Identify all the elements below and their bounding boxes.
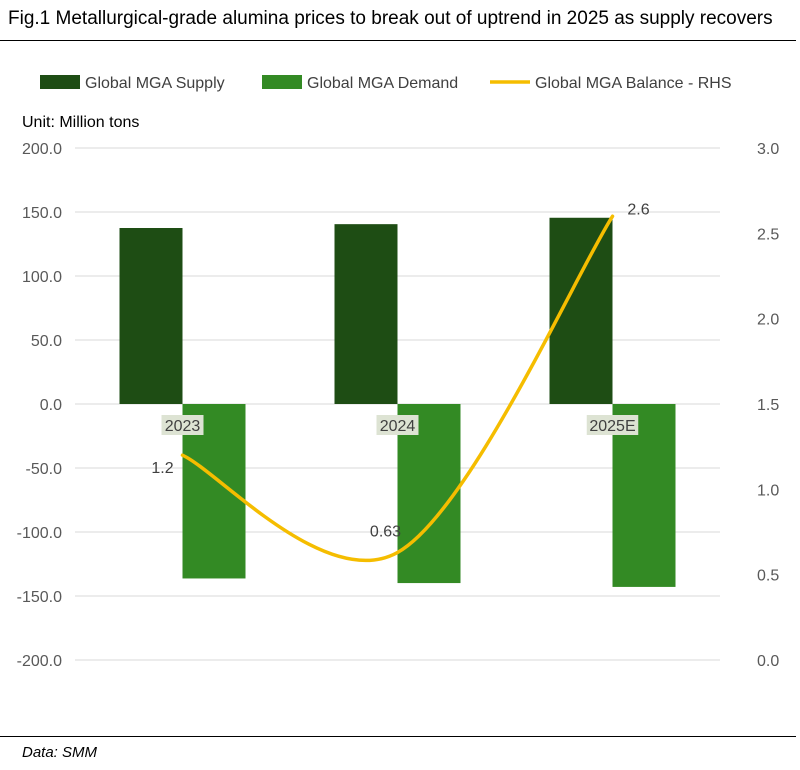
right-tick-label: 3.0 bbox=[757, 141, 779, 158]
left-tick-label: 100.0 bbox=[22, 269, 62, 286]
right-tick-label: 2.5 bbox=[757, 226, 779, 243]
legend-label: Global MGA Supply bbox=[85, 75, 225, 92]
category-label-bg bbox=[586, 415, 639, 435]
right-tick-label: 0.0 bbox=[757, 653, 779, 670]
balance-line bbox=[180, 214, 615, 563]
supply-bar bbox=[119, 228, 183, 404]
left-tick-label: 50.0 bbox=[31, 333, 62, 350]
legend-label: Global MGA Demand bbox=[307, 75, 458, 92]
right-tick-label: 1.0 bbox=[757, 482, 779, 499]
supply-bar bbox=[334, 224, 398, 404]
left-tick-label: -100.0 bbox=[17, 525, 62, 542]
source-rule bbox=[0, 736, 796, 737]
supply-bar bbox=[549, 217, 613, 404]
unit-label: Unit: Million tons bbox=[22, 114, 139, 131]
balance-data-label: 0.63 bbox=[370, 523, 401, 540]
left-tick-label: -150.0 bbox=[17, 589, 62, 606]
left-tick-label: 150.0 bbox=[22, 205, 62, 222]
category-label: 2024 bbox=[380, 418, 416, 435]
legend: Global MGA Supply Global MGA Demand Global… bbox=[40, 75, 732, 92]
legend-swatch bbox=[40, 75, 80, 89]
right-tick-label: 1.5 bbox=[757, 397, 779, 414]
balance-data-label: 2.6 bbox=[627, 201, 649, 218]
right-axis: 3.0 2.5 2.0 1.5 1.0 0.5 0.0 bbox=[757, 141, 779, 670]
left-axis: 200.0 150.0 100.0 50.0 0.0 -50.0 -100.0 -150.0 -… bbox=[17, 141, 62, 670]
title-rule bbox=[0, 40, 796, 41]
category-label: 2025E bbox=[589, 418, 635, 435]
legend-swatch bbox=[262, 75, 302, 89]
category-label: 2023 bbox=[165, 418, 201, 435]
balance-data-label: 1.2 bbox=[151, 460, 173, 477]
category-label-bg bbox=[376, 415, 419, 435]
legend-label: Global MGA Balance - RHS bbox=[535, 75, 732, 92]
right-tick-label: 2.0 bbox=[757, 312, 779, 329]
left-tick-label: -200.0 bbox=[17, 653, 62, 670]
left-tick-label: 200.0 bbox=[22, 141, 62, 158]
category-label-bg bbox=[161, 415, 204, 435]
data-labels: 1.2 0.63 2.6 bbox=[151, 201, 649, 540]
category-labels: 2023 2024 2025E bbox=[161, 415, 639, 435]
left-tick-label: -50.0 bbox=[26, 461, 63, 478]
left-tick-label: 0.0 bbox=[40, 397, 62, 414]
chart: Global MGA Supply Global MGA Demand Global… bbox=[17, 75, 779, 670]
source-note: Data: SMM bbox=[22, 744, 98, 761]
balance-line-path bbox=[180, 214, 615, 563]
chart-title: Fig.1 Metallurgical-grade alumina prices… bbox=[8, 8, 773, 29]
right-tick-label: 0.5 bbox=[757, 568, 779, 585]
